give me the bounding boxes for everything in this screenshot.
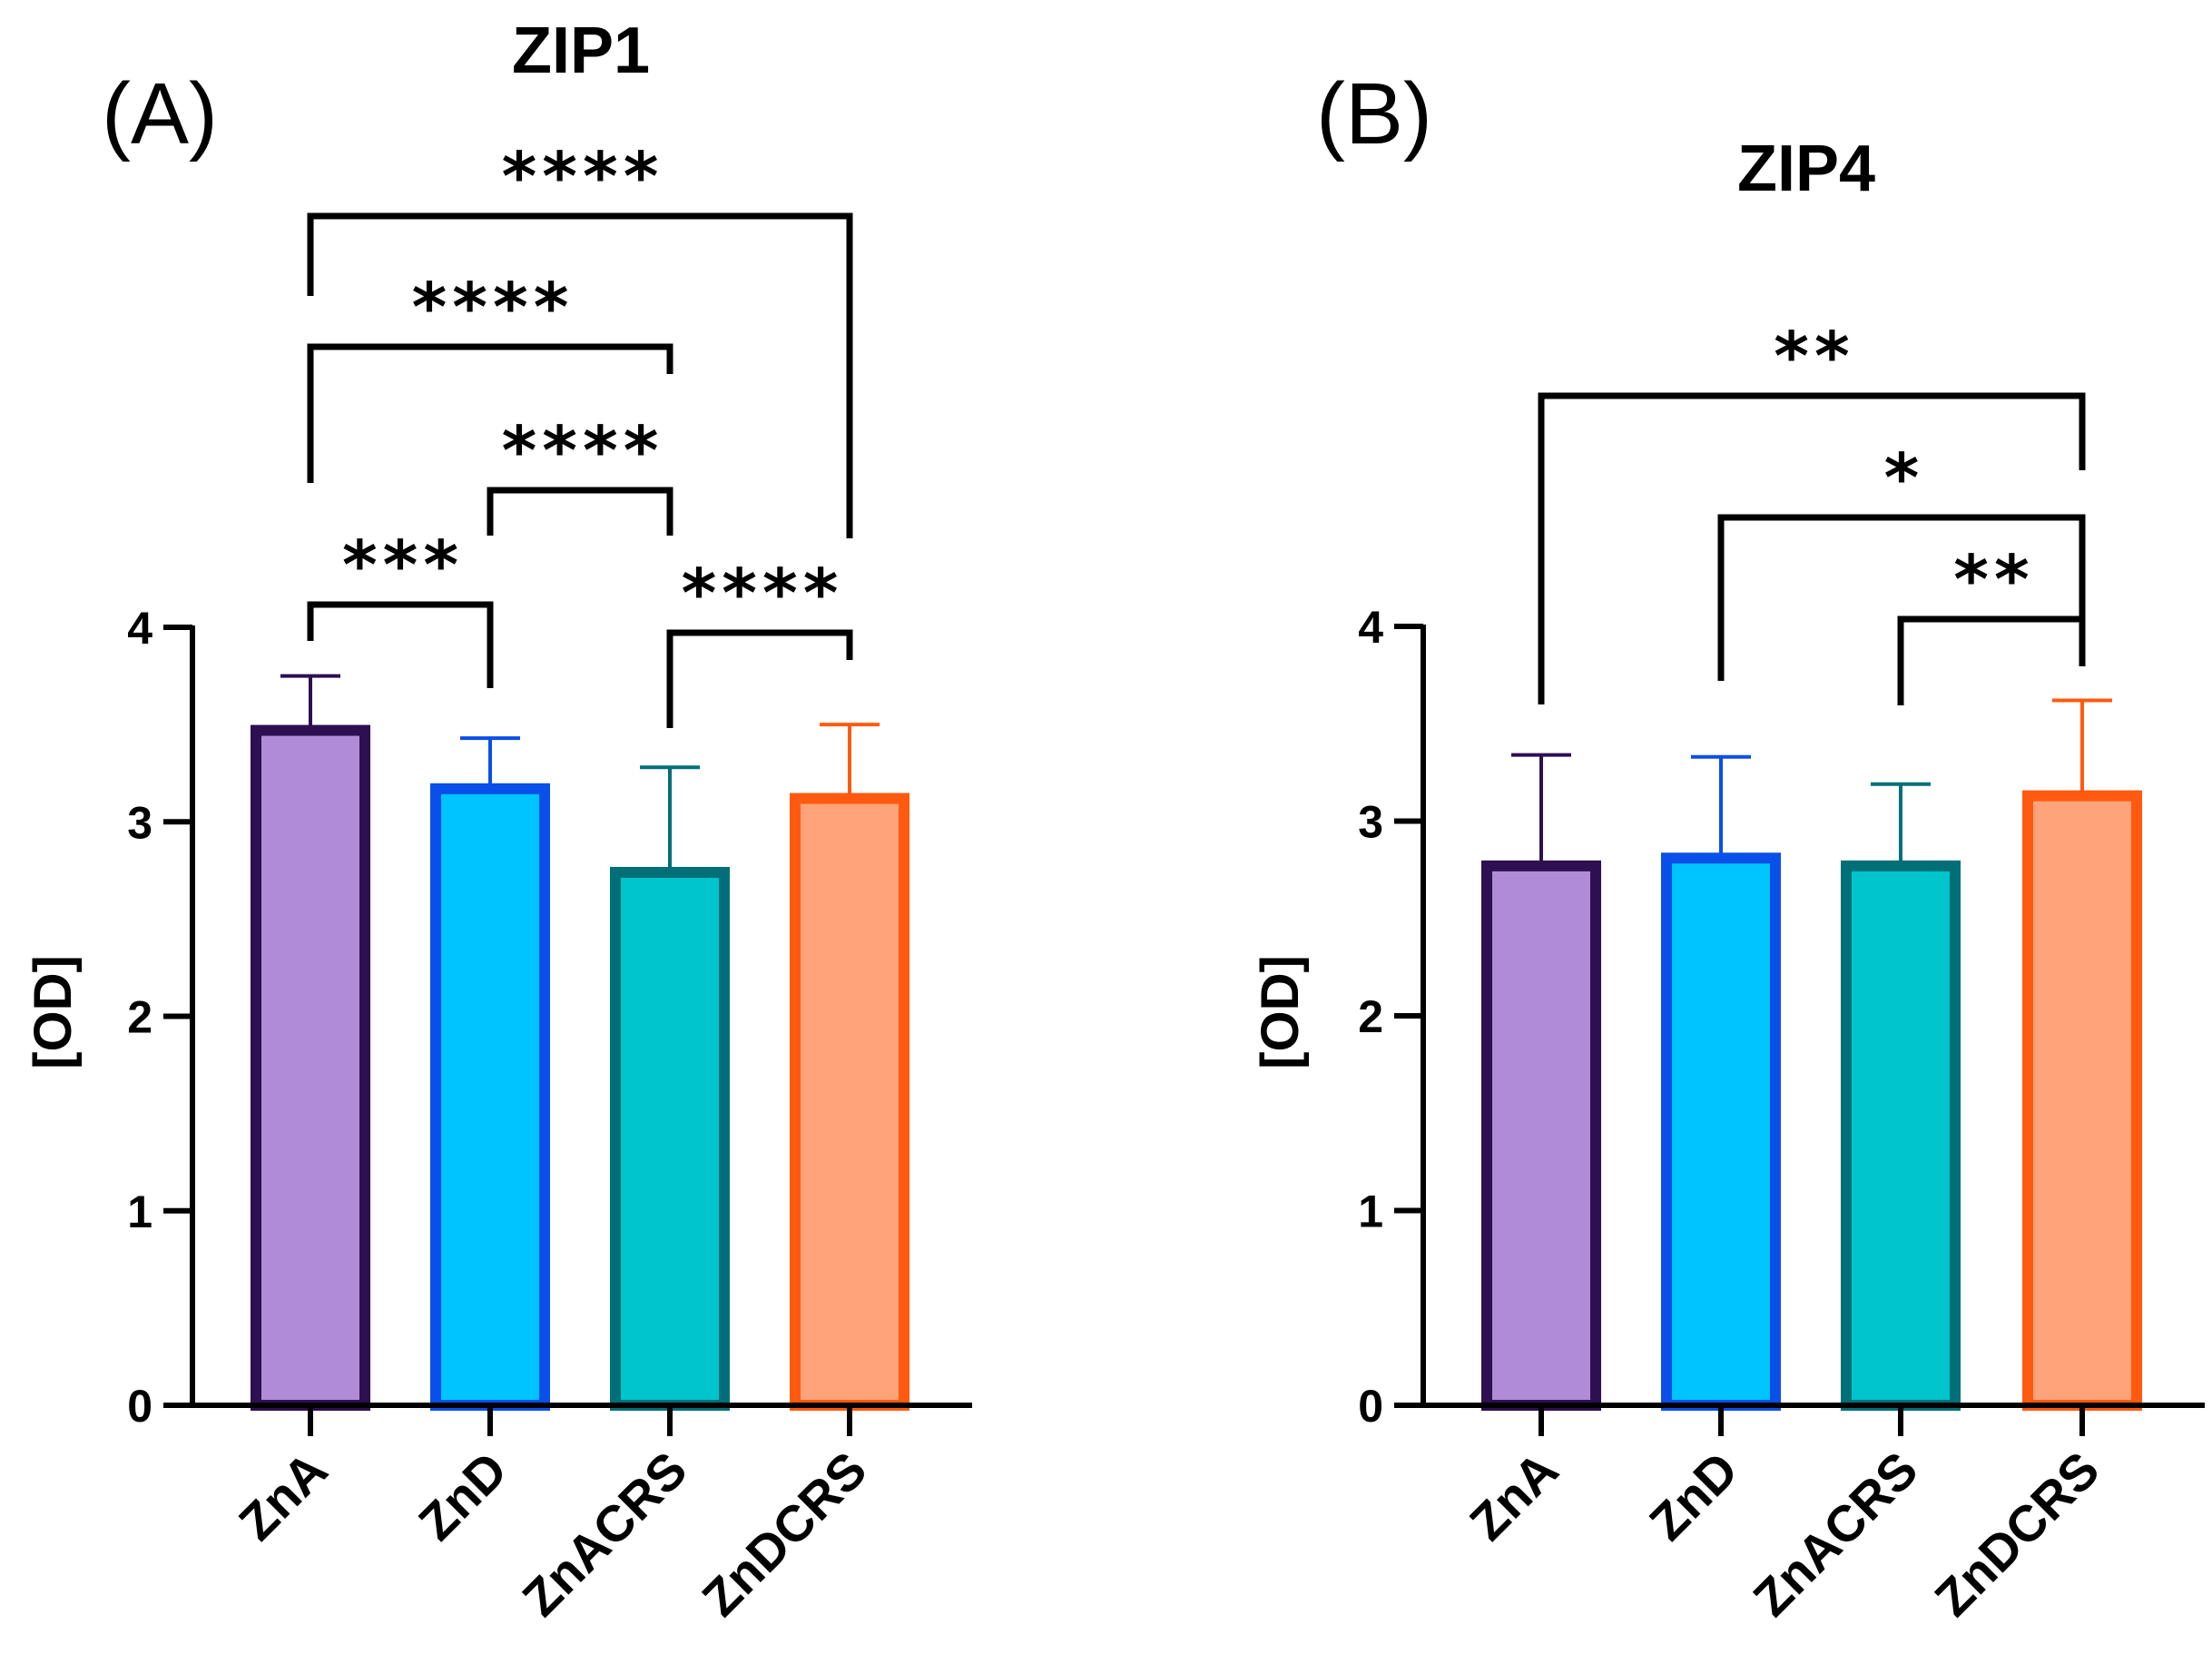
sig-label-b-2-3: ** [1953,541,2034,619]
sig-label-a-0-1: *** [342,527,464,605]
y-tick-label-a-1: 1 [127,1186,152,1237]
sig-label-a-2-3: **** [682,555,844,633]
sig-bracket-a-0-2 [307,343,673,483]
sig-bracket-a-1-2 [487,487,673,536]
y-tick-label-b-2: 2 [1358,991,1383,1042]
y-tick-label-b-1: 1 [1358,1186,1383,1237]
y-tick-label-b-4: 4 [1358,602,1383,653]
y-axis-label-b: [OD] [1251,955,1310,1069]
y-axis-label-a: [OD] [24,955,83,1069]
y-tick-label-b-0: 0 [1358,1381,1383,1432]
sig-bracket-a-2-3 [666,629,853,728]
y-tick-label-a-3: 3 [127,797,152,848]
sig-label-a-1-2: **** [502,412,664,490]
bar-a-znd [430,783,550,1411]
x-tick-label-b-zna: ZnA [1459,1441,1569,1551]
sig-bracket-b-2-3 [1897,615,2086,705]
x-tick-label-a-zndcrs: ZnDCRS [691,1441,877,1627]
sig-label-b-0-3: ** [1774,318,1854,396]
x-tick-label-b-znd: ZnD [1638,1441,1749,1551]
chart-title-zip4: ZIP4 [1737,133,1875,205]
y-tick-label-a-4: 4 [127,603,152,654]
sig-bracket-a-0-1 [307,601,494,688]
x-tick-label-a-znacrs: ZnACRS [511,1441,697,1627]
bar-a-zna [251,724,370,1411]
x-tick-label-a-znd: ZnD [408,1441,518,1551]
bar-b-znd [1661,852,1781,1411]
sig-bracket-b-0-3 [1538,392,2086,704]
sig-label-a-0-2: **** [412,269,575,347]
x-tick-label-b-znacrs: ZnACRS [1742,1441,1928,1627]
y-tick-label-b-3: 3 [1358,797,1383,848]
chart-title-zip1: ZIP1 [512,15,650,87]
sig-bracket-b-1-3 [1717,514,2086,681]
bar-a-znacrs [610,866,730,1411]
bar-b-zna [1481,860,1601,1411]
y-tick-label-a-2: 2 [127,992,152,1043]
x-tick-label-a-zna: ZnA [228,1441,339,1551]
sig-bracket-a-0-3 [307,212,853,538]
panel-letter-b: (B) [1316,65,1432,162]
bar-b-zndcrs [2022,790,2142,1411]
bar-b-znacrs [1841,860,1961,1411]
x-tick-label-b-zndcrs: ZnDCRS [1923,1441,2109,1627]
panel-letter-a: (A) [102,65,218,162]
bar-a-zndcrs [790,793,909,1411]
sig-label-b-1-3: * [1884,439,1925,517]
sig-label-a-0-3: **** [502,138,664,216]
y-tick-label-a-0: 0 [127,1381,152,1432]
